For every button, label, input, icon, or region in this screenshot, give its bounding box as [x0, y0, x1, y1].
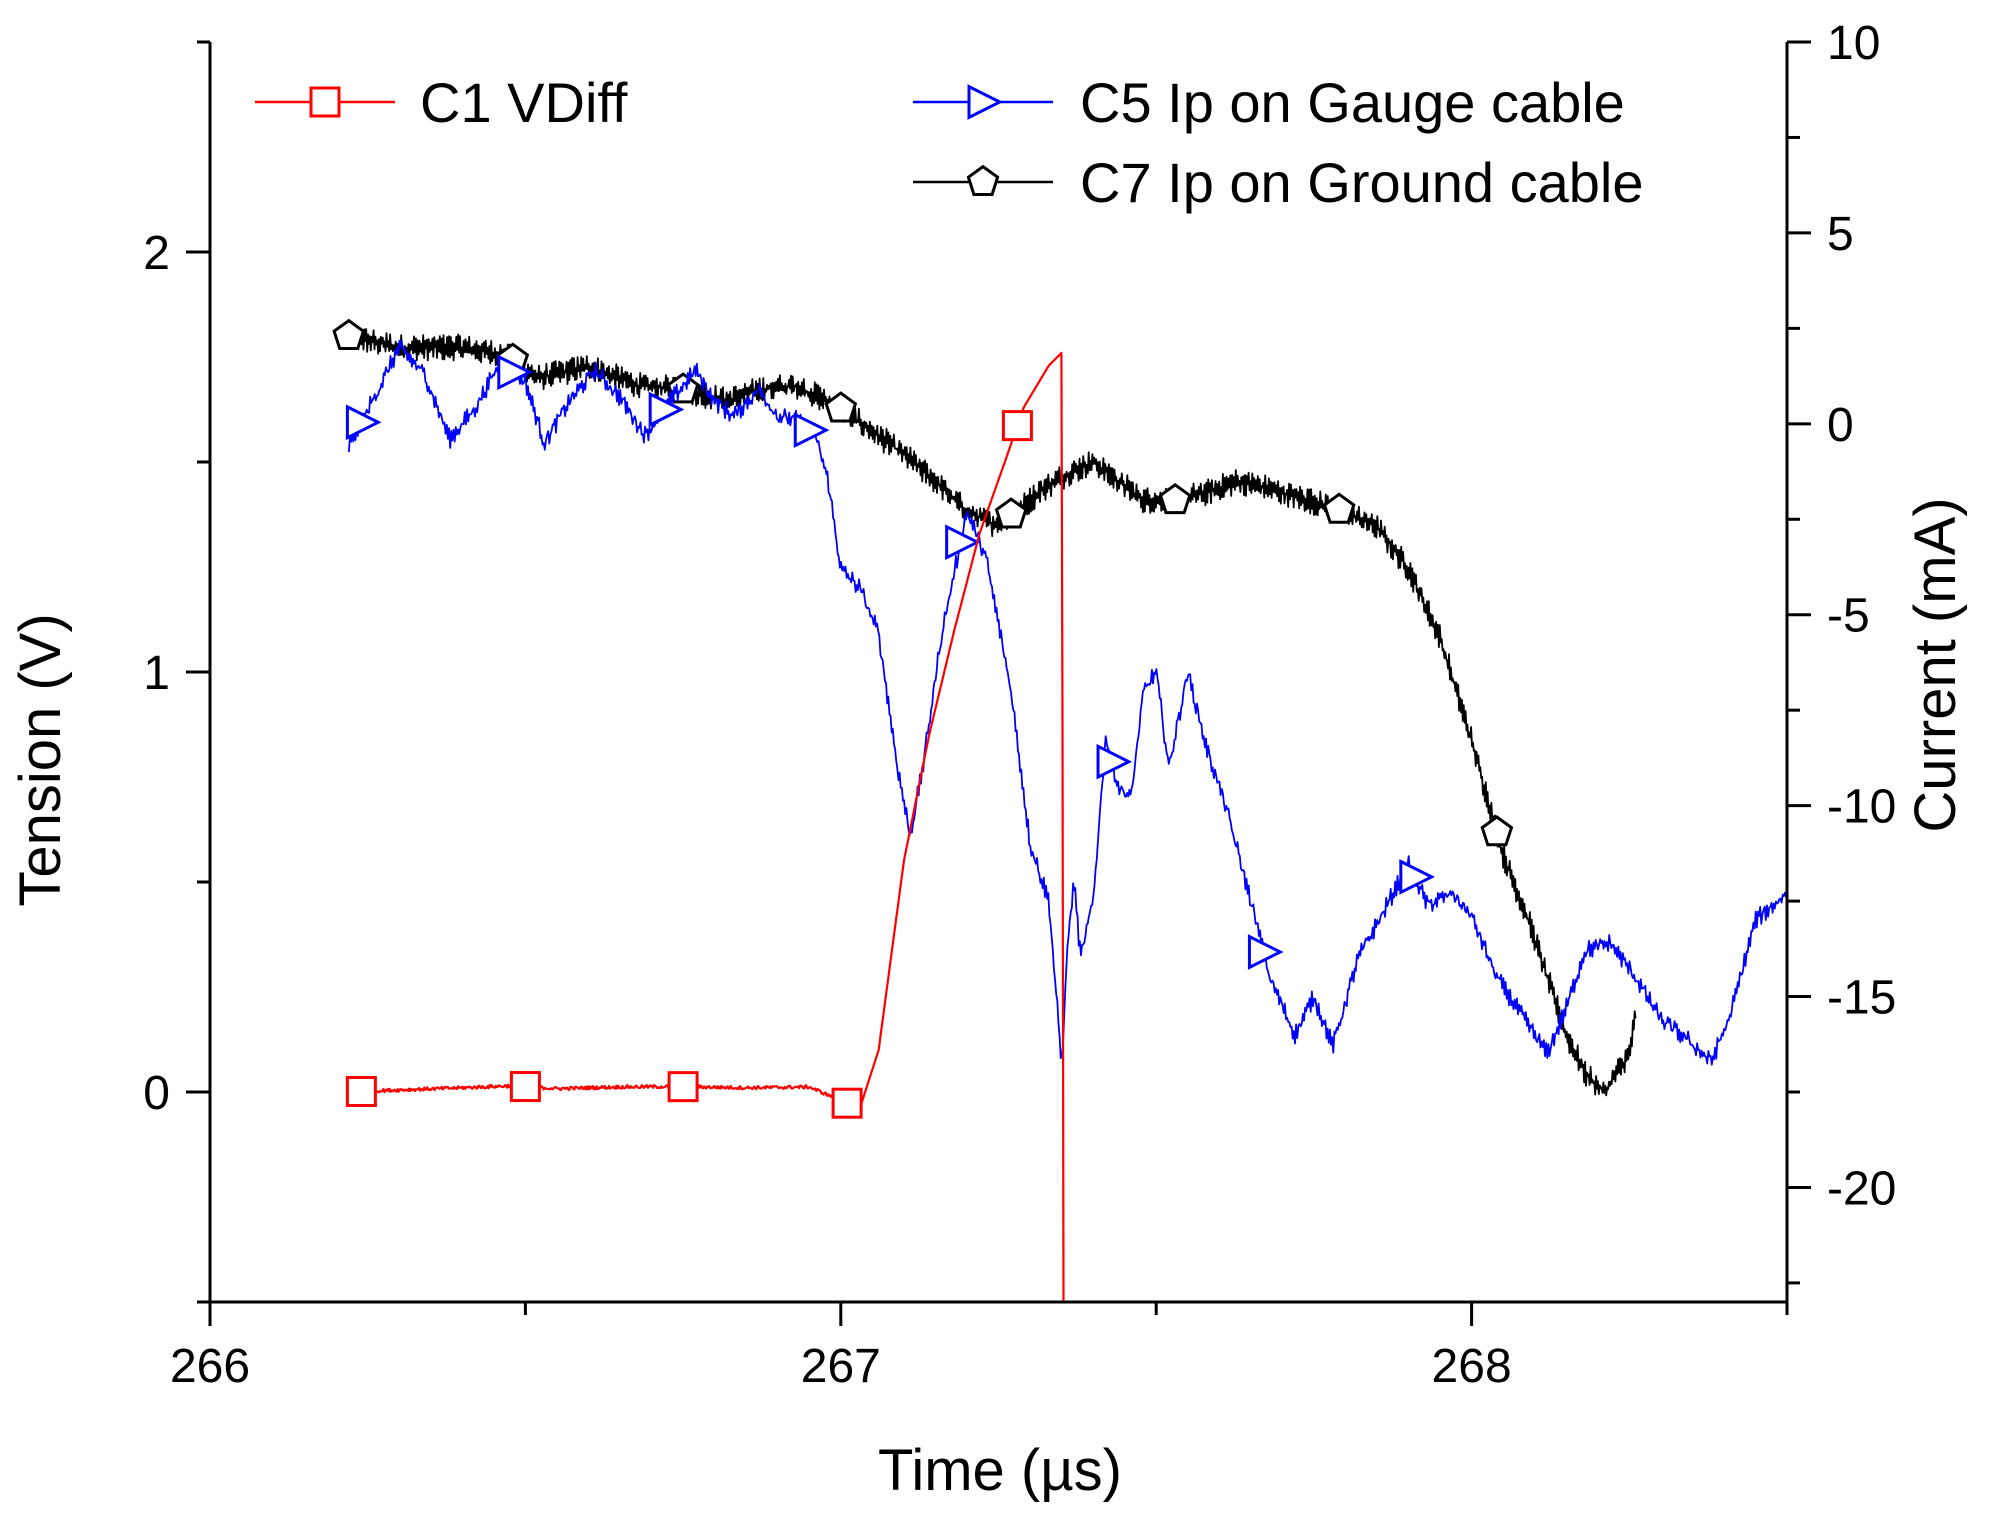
series-2-marker-6 — [1096, 743, 1133, 780]
series-3-marker-6 — [1158, 482, 1192, 515]
series-1-marker-1 — [345, 1075, 377, 1107]
y-right-tick-label-2: 5 — [1827, 208, 1854, 261]
y-right-tick-label-1: 10 — [1827, 17, 1880, 70]
y-axis-right-title: Current (mA) — [1903, 497, 1968, 832]
plot-area — [332, 318, 1787, 1302]
series-1-marker-2 — [509, 1071, 541, 1103]
series-2-marker-7 — [1247, 934, 1284, 970]
legend-label-2: C5 Ip on Gauge cable — [1080, 71, 1625, 134]
series-line-1 — [348, 351, 1065, 1302]
series-2-marker-5 — [945, 524, 981, 561]
legend: C1 VDiff C5 Ip on Gauge cable C7 Ip on Gro… — [255, 71, 1643, 214]
series-2-marker-3 — [648, 391, 685, 428]
y-right-tick-label-3: 0 — [1827, 399, 1854, 452]
series-line-2 — [347, 339, 1787, 1066]
y-right-tick-label-4: -5 — [1827, 590, 1870, 643]
x-tick-label-1: 266 — [170, 1340, 250, 1393]
series-1-marker-4 — [831, 1087, 863, 1119]
series-line-3 — [347, 322, 1637, 1097]
y-left-tick-label-1: 0 — [143, 1067, 170, 1120]
y-left-tick-label-2: 1 — [143, 647, 170, 700]
x-tick-label-2: 267 — [801, 1340, 881, 1393]
y-axis-left-title: Tension (V) — [8, 613, 73, 906]
legend-label-3: C7 Ip on Ground cable — [1080, 151, 1643, 214]
series-2-marker-4 — [793, 412, 830, 449]
series-2-marker-2 — [497, 354, 533, 391]
legend-marker-2 — [967, 84, 1004, 120]
legend-label-1: C1 VDiff — [420, 71, 628, 134]
series-3-marker-7 — [1322, 492, 1356, 524]
series-3-marker-1 — [332, 318, 366, 350]
legend-marker-3 — [966, 164, 1000, 196]
legend-marker-1 — [309, 86, 341, 118]
series-3 — [347, 322, 1637, 1097]
series-1 — [348, 351, 1065, 1302]
series-2 — [347, 339, 1787, 1066]
series-3-marker-5 — [994, 497, 1028, 529]
x-tick-label-3: 268 — [1432, 1340, 1512, 1393]
series-3-marker-4 — [824, 391, 858, 423]
series-2-marker-1 — [345, 404, 382, 441]
y-right-tick-label-5: -10 — [1827, 781, 1896, 834]
axes: 266 267 268 0 1 2 10 5 0 -5 -10 -15 -20 — [143, 17, 1896, 1393]
series-1-marker-5 — [1001, 410, 1033, 442]
series-2-marker-8 — [1399, 859, 1435, 895]
series-1-marker-3 — [667, 1071, 699, 1103]
series-3-marker-8 — [1480, 815, 1514, 847]
y-left-tick-label-3: 2 — [143, 227, 170, 280]
y-right-tick-label-6: -15 — [1827, 972, 1896, 1025]
y-right-tick-label-7: -20 — [1827, 1162, 1896, 1215]
x-axis-title: Time (µs) — [878, 1438, 1122, 1503]
